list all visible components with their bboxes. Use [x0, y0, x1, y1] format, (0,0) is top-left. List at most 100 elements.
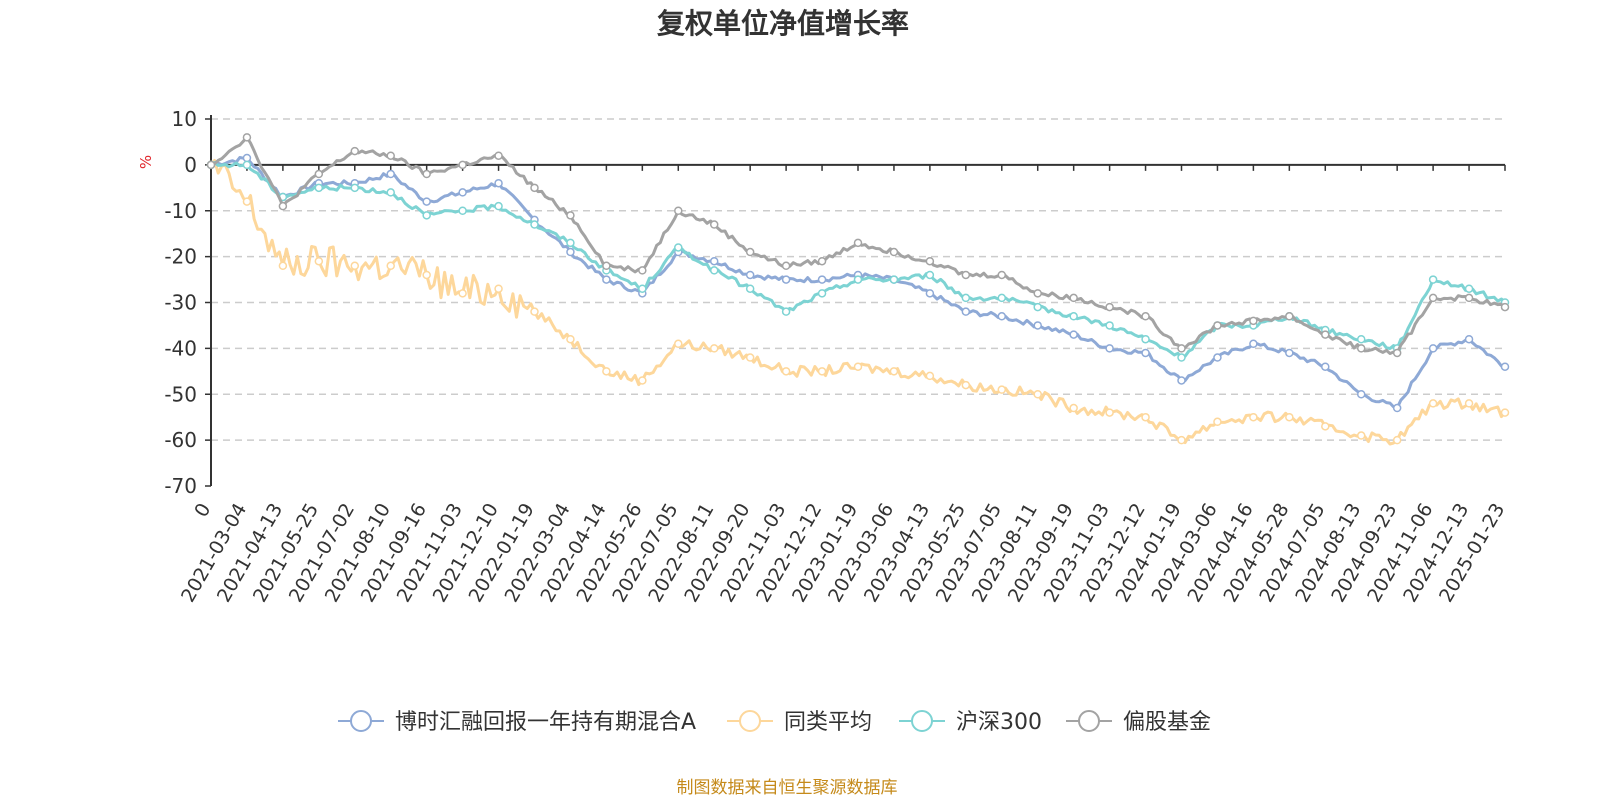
data-point	[1213, 417, 1222, 427]
data-point	[458, 206, 467, 215]
data-point	[350, 183, 360, 193]
y-tick-label: -70	[164, 474, 197, 498]
data-point	[745, 353, 755, 362]
data-point	[1249, 316, 1258, 326]
data-point	[386, 261, 395, 271]
legend-item-3[interactable]: 偏股基金	[1066, 710, 1211, 735]
data-point	[1033, 321, 1042, 330]
y-axis-label: %	[137, 155, 155, 169]
data-point	[1213, 353, 1222, 362]
legend-item-2[interactable]: 沪深300	[899, 710, 1042, 735]
data-point	[889, 275, 899, 284]
data-point	[997, 312, 1007, 321]
data-point	[1321, 362, 1330, 371]
series-0	[206, 153, 1510, 413]
legend-marker-icon	[350, 710, 372, 732]
series-2	[206, 160, 1510, 362]
data-point	[1285, 312, 1294, 321]
y-tick-label: -40	[164, 336, 197, 360]
legend-label: 偏股基金	[1123, 710, 1211, 735]
data-point	[1356, 344, 1366, 353]
data-point	[853, 238, 863, 248]
data-point	[494, 178, 503, 188]
data-point	[638, 284, 647, 293]
data-point	[1285, 412, 1294, 422]
data-point	[278, 201, 288, 211]
data-point	[674, 206, 683, 215]
data-point	[1392, 403, 1402, 413]
legend-item-0[interactable]: 博时汇融回报一年持有期混合A	[338, 710, 696, 735]
data-point	[997, 385, 1007, 394]
source-note: 制图数据来自恒生聚源数据库	[677, 778, 898, 798]
data-point	[1069, 330, 1078, 339]
data-point	[961, 307, 971, 316]
data-point	[494, 151, 503, 160]
data-point	[314, 183, 324, 193]
data-point	[1249, 339, 1258, 349]
legend[interactable]: 博时汇融回报一年持有期混合A 同类平均 沪深300 偏股基金	[338, 710, 1211, 735]
data-point	[386, 169, 395, 179]
data-point	[458, 188, 467, 197]
data-point	[961, 293, 971, 303]
data-point	[530, 307, 539, 316]
legend-label: 同类平均	[784, 710, 872, 735]
data-point	[709, 266, 719, 275]
data-point	[781, 275, 791, 284]
data-point	[1392, 348, 1402, 358]
data-point	[1069, 312, 1078, 321]
data-point	[566, 247, 575, 257]
data-point	[1177, 353, 1186, 362]
data-point	[1428, 399, 1438, 408]
data-point	[997, 270, 1007, 280]
data-point	[925, 256, 935, 266]
data-point	[1213, 321, 1222, 330]
data-point	[1141, 412, 1150, 422]
data-point	[1033, 390, 1042, 399]
data-point	[1105, 408, 1114, 417]
data-point	[458, 289, 467, 298]
data-point	[422, 169, 431, 179]
y-tick-label: -10	[164, 199, 197, 223]
data-point	[530, 220, 539, 229]
data-point	[745, 284, 755, 293]
data-point	[566, 211, 575, 220]
data-point	[1356, 431, 1366, 440]
data-point	[350, 146, 360, 156]
data-point	[1500, 362, 1510, 371]
data-point	[925, 371, 935, 381]
data-point	[1105, 302, 1114, 312]
data-point	[745, 247, 755, 257]
data-point	[997, 293, 1007, 303]
series-3	[206, 133, 1510, 358]
data-point	[1105, 344, 1114, 353]
data-point	[242, 160, 252, 170]
data-point	[1464, 334, 1474, 344]
data-point	[602, 261, 611, 271]
series-1	[206, 159, 1510, 446]
data-point	[494, 201, 503, 211]
data-point	[889, 367, 899, 376]
data-point	[458, 160, 467, 170]
data-point	[566, 334, 575, 344]
legend-item-1[interactable]: 同类平均	[727, 710, 872, 735]
data-point	[422, 211, 431, 220]
data-point	[889, 247, 899, 257]
data-point	[1033, 289, 1042, 298]
data-point	[961, 270, 971, 280]
data-point	[1141, 312, 1150, 321]
data-point	[602, 367, 611, 376]
data-point	[1392, 435, 1402, 445]
data-point	[674, 243, 683, 252]
data-point	[314, 256, 324, 266]
data-point	[350, 261, 360, 271]
data-point	[1141, 348, 1150, 358]
data-point	[422, 270, 431, 280]
legend-marker-icon	[739, 710, 761, 732]
data-point	[386, 151, 395, 160]
chart-title: 复权单位净值增长率	[657, 7, 909, 40]
x-axis-ticks: 02021-03-042021-04-132021-05-252021-07-0…	[177, 164, 1509, 606]
data-point	[1105, 321, 1114, 330]
y-tick-label: 0	[184, 153, 197, 177]
data-point	[853, 275, 863, 284]
